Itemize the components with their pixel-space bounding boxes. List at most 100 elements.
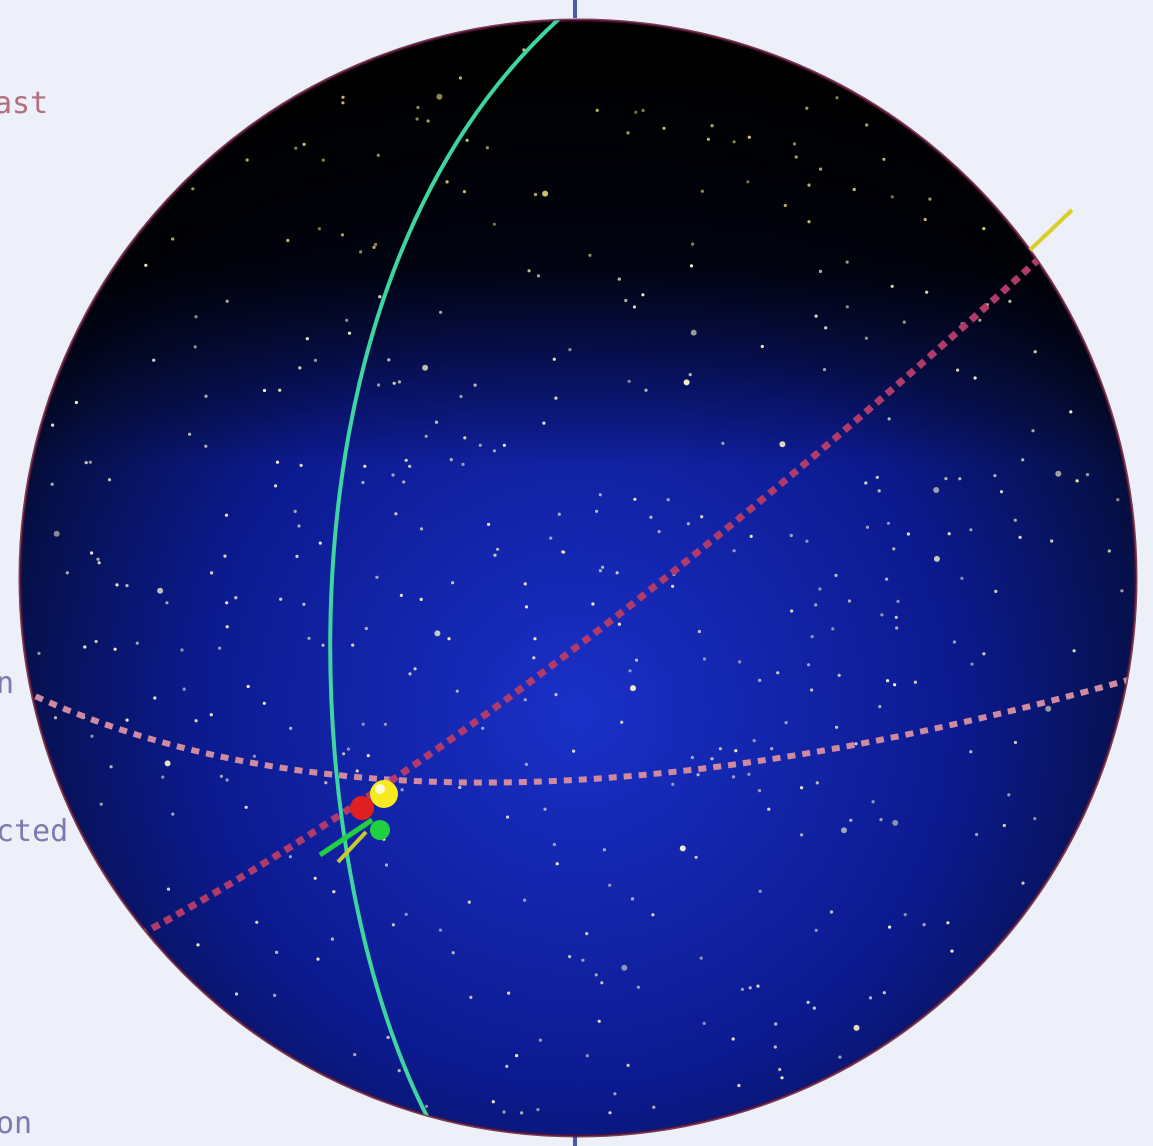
- star: [359, 250, 363, 254]
- star: [113, 647, 117, 651]
- star: [892, 819, 899, 826]
- star: [532, 656, 536, 660]
- star: [800, 786, 804, 790]
- star: [307, 636, 311, 640]
- star: [630, 897, 635, 901]
- star: [1045, 705, 1052, 712]
- star: [478, 443, 482, 447]
- star: [831, 627, 835, 631]
- star: [1072, 649, 1076, 653]
- star: [702, 657, 707, 661]
- star: [854, 742, 858, 746]
- star: [74, 400, 78, 405]
- sphere-top-shade: [20, 20, 1136, 1136]
- star: [657, 530, 661, 534]
- star: [982, 227, 986, 231]
- star: [978, 318, 982, 322]
- star: [439, 310, 443, 314]
- star: [223, 554, 227, 558]
- star: [598, 493, 602, 497]
- star: [888, 925, 892, 929]
- star: [194, 719, 198, 723]
- star: [449, 458, 453, 462]
- star: [1021, 881, 1025, 885]
- star: [588, 253, 592, 257]
- star: [975, 832, 979, 837]
- star: [555, 862, 559, 866]
- star: [363, 464, 367, 468]
- star: [109, 765, 113, 769]
- star: [734, 749, 738, 753]
- star: [262, 388, 267, 393]
- star: [520, 1111, 524, 1115]
- star: [180, 648, 184, 652]
- star: [617, 277, 621, 281]
- star: [542, 421, 546, 425]
- star: [892, 547, 896, 551]
- star: [636, 985, 641, 989]
- sun-marker[interactable]: [370, 780, 398, 808]
- star: [377, 383, 381, 387]
- star: [115, 583, 119, 587]
- star: [451, 581, 455, 585]
- star: [568, 955, 572, 959]
- star: [890, 284, 894, 288]
- star: [144, 263, 148, 267]
- star: [97, 561, 101, 565]
- star: [696, 773, 700, 777]
- star: [392, 381, 396, 385]
- star: [225, 778, 229, 782]
- star: [90, 551, 94, 555]
- star: [321, 643, 325, 647]
- red-marker[interactable]: [350, 796, 374, 820]
- star: [585, 1054, 589, 1058]
- star: [950, 949, 954, 953]
- star: [491, 1100, 495, 1104]
- star: [710, 757, 714, 761]
- star: [353, 1053, 357, 1057]
- star: [853, 1024, 860, 1031]
- star: [601, 565, 605, 569]
- star: [732, 549, 736, 553]
- star: [391, 923, 395, 927]
- star: [1033, 350, 1037, 354]
- green-marker[interactable]: [370, 820, 390, 840]
- star: [956, 368, 960, 372]
- star: [218, 646, 222, 650]
- star: [246, 684, 250, 689]
- star: [346, 747, 351, 751]
- star: [710, 124, 714, 128]
- star: [894, 615, 898, 620]
- star: [341, 95, 345, 99]
- star: [600, 981, 604, 985]
- star: [552, 842, 557, 847]
- star: [852, 187, 856, 192]
- star: [760, 344, 764, 349]
- star: [523, 898, 527, 902]
- star: [689, 264, 694, 268]
- star: [806, 1000, 810, 1004]
- star: [683, 379, 690, 386]
- star: [99, 802, 103, 806]
- star: [815, 781, 819, 785]
- star: [700, 189, 705, 193]
- star: [1069, 410, 1073, 414]
- star: [814, 928, 818, 933]
- star: [671, 782, 675, 787]
- star: [345, 318, 349, 322]
- star: [554, 396, 558, 400]
- star: [731, 1037, 735, 1041]
- star: [171, 812, 175, 816]
- star: [814, 314, 818, 318]
- star: [408, 464, 412, 468]
- star: [330, 937, 334, 941]
- star: [234, 596, 238, 600]
- star: [814, 603, 818, 607]
- star: [608, 1111, 612, 1115]
- star: [694, 855, 698, 859]
- star: [88, 460, 92, 464]
- star: [552, 357, 556, 361]
- star: [644, 388, 648, 392]
- star: [865, 123, 869, 127]
